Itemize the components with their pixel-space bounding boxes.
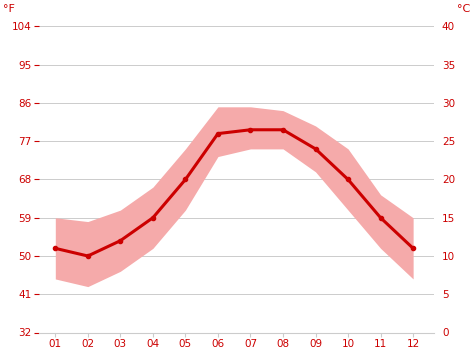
- Text: °C: °C: [457, 4, 471, 14]
- Text: °F: °F: [3, 4, 15, 14]
